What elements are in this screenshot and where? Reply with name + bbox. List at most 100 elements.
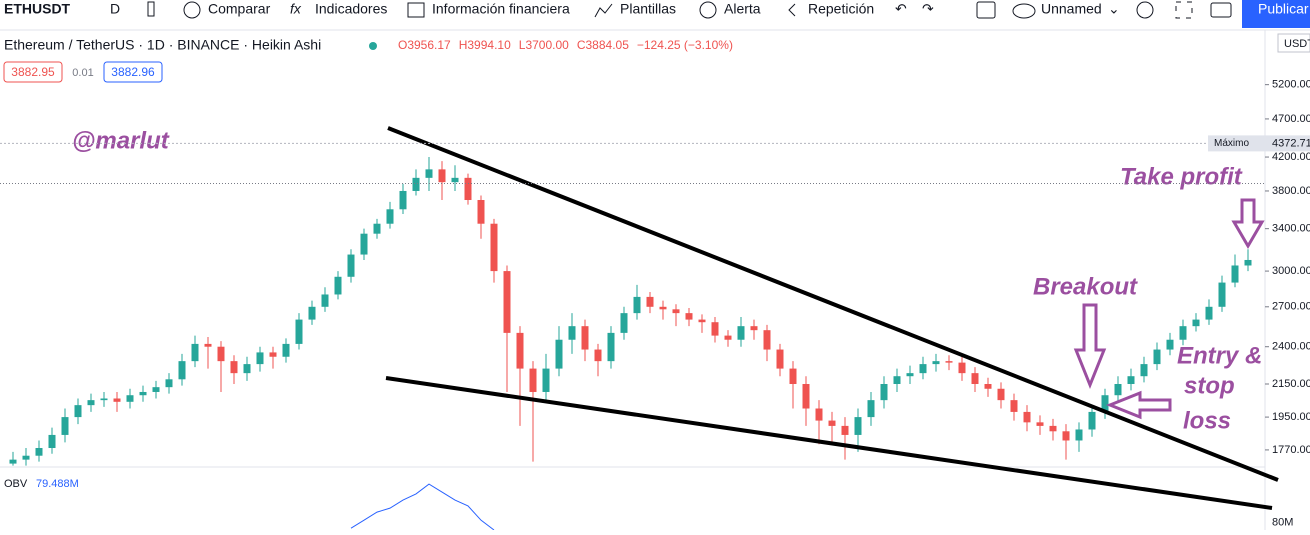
candle-body [9, 459, 17, 464]
candle-body [35, 448, 43, 456]
layout-name[interactable]: Unnamed [1041, 1, 1102, 17]
candle-body [659, 306, 667, 310]
candle-body [1023, 411, 1031, 423]
ohlc-value: O3956.17 [398, 38, 451, 52]
candle-body [854, 417, 862, 435]
take-profit-label: Take profit [1120, 163, 1243, 190]
alert-button[interactable]: Alerta [724, 1, 761, 17]
candle-body [620, 313, 628, 333]
compare-button[interactable]: Comparar [208, 1, 271, 17]
candle-body [256, 352, 264, 365]
candle-body [828, 420, 836, 426]
candle-body [971, 373, 979, 384]
indicators-icon[interactable]: fx [290, 1, 302, 17]
candle-body [139, 391, 147, 396]
entry-label: Entry & [1177, 342, 1262, 369]
y-tick-label: 2400.00 [1272, 341, 1310, 353]
stop-label: stop [1184, 372, 1235, 399]
toolbar: ETHUSDT D Comparar fx Indicadores Inform… [0, 0, 1310, 31]
author-tag: @marlut [72, 127, 170, 154]
candle-body [685, 313, 693, 320]
candle-body [373, 223, 381, 234]
candle-body [165, 379, 173, 388]
interval[interactable]: D [110, 1, 120, 17]
candle-body [503, 271, 511, 333]
chart-type-icon[interactable] [147, 1, 155, 17]
candle-body [308, 306, 316, 320]
financials-button[interactable]: Información financiera [432, 1, 570, 17]
breakout-arrow [1073, 303, 1107, 390]
candle-body [802, 383, 810, 409]
take-profit-arrow [1231, 198, 1265, 249]
templates-icon[interactable] [594, 3, 613, 18]
y-tick-label: 3800.00 [1272, 185, 1310, 197]
candle-body [1088, 411, 1096, 430]
candle-body [633, 296, 641, 314]
ohlc-value: L3700.00 [519, 38, 569, 52]
candle-body [282, 343, 290, 357]
obv-value: 79.488M [36, 478, 79, 490]
ohlc-value: H3994.10 [459, 38, 511, 52]
candle-body [1192, 319, 1200, 327]
candle-body [230, 361, 238, 374]
candle-body [789, 368, 797, 384]
candle-body [334, 276, 342, 295]
symbol[interactable]: ETHUSDT [4, 1, 71, 17]
candle-body [711, 322, 719, 336]
ask-price[interactable]: 3882.96 [111, 65, 155, 79]
candle-body [1062, 431, 1070, 441]
candle-body [1153, 349, 1161, 365]
candle-body [178, 361, 186, 380]
candle-body [477, 200, 485, 224]
indicators-button[interactable]: Indicadores [315, 1, 387, 17]
y-tick-label: 4200.00 [1272, 151, 1310, 163]
ask-box[interactable] [103, 61, 163, 83]
candle-body [516, 332, 524, 369]
candle-body [48, 434, 56, 449]
replay-button[interactable]: Repetición [808, 1, 874, 17]
candle-body [321, 294, 329, 307]
ohlc-legend: O3956.17 H3994.10 L3700.00 C3884.05 −124.25 … [398, 38, 733, 52]
snapshot-icon[interactable] [1210, 2, 1232, 18]
bid-box[interactable] [3, 61, 63, 83]
y-tick-label: 1770.00 [1272, 444, 1310, 456]
undo-button[interactable]: ↶ [895, 1, 907, 17]
cloud-icon[interactable] [1012, 3, 1036, 19]
max-label: Máximo [1214, 138, 1249, 149]
candle-body [932, 361, 940, 365]
layout-icon[interactable] [976, 1, 996, 19]
replay-icon[interactable] [788, 3, 796, 17]
y-tick-label: 2700.00 [1272, 301, 1310, 313]
candle-body [568, 326, 576, 340]
candle-body [1140, 364, 1148, 377]
alert-icon[interactable] [699, 1, 717, 19]
candle-body [204, 343, 212, 347]
candle-body [815, 408, 823, 421]
settings-icon[interactable] [1136, 1, 1154, 19]
candle-body [425, 169, 433, 178]
candle-body [1114, 383, 1122, 396]
templates-button[interactable]: Plantillas [620, 1, 676, 17]
bid-price[interactable]: 3882.95 [11, 65, 55, 79]
candle-body [74, 405, 82, 418]
financials-icon[interactable] [407, 2, 425, 18]
trend-line-upper [387, 126, 1279, 482]
obv-name: OBV [4, 478, 28, 490]
candle-body [386, 209, 394, 224]
candle-body [594, 349, 602, 362]
compare-icon[interactable] [183, 1, 201, 19]
chart-title: Ethereum / TetherUS · 1D · BINANCE · Hei… [4, 37, 321, 53]
layout-dropdown[interactable]: ⌄ [1108, 1, 1120, 17]
candle-body [1049, 425, 1057, 432]
publish-button-bg[interactable] [1242, 0, 1310, 28]
publish-button[interactable]: Publicar [1258, 1, 1309, 17]
candle-body [269, 352, 277, 357]
fullscreen-icon[interactable] [1175, 1, 1193, 19]
ohlc-value: C3884.05 [577, 38, 629, 52]
candle-body [126, 395, 134, 402]
candle-body [581, 326, 589, 350]
candle-body [1218, 282, 1226, 307]
candle-body [152, 387, 160, 392]
redo-button[interactable]: ↷ [922, 1, 934, 17]
